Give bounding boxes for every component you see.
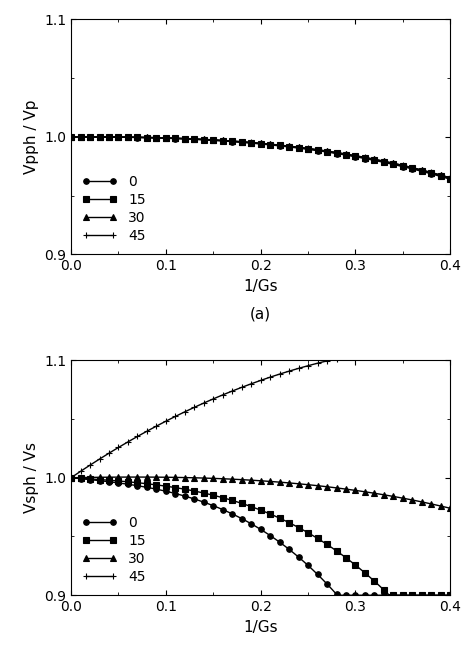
Line: 45: 45 <box>68 340 454 481</box>
0 <box>338 591 344 599</box>
0 <box>348 152 354 160</box>
15 <box>310 146 316 153</box>
15 <box>68 474 74 481</box>
45 <box>87 133 93 141</box>
0 <box>68 133 74 141</box>
15 <box>414 591 420 599</box>
15 <box>282 142 287 150</box>
15 <box>353 152 358 160</box>
Line: 30: 30 <box>68 474 453 511</box>
15 <box>400 162 406 170</box>
Y-axis label: Vsph / Vs: Vsph / Vs <box>24 442 38 513</box>
X-axis label: 1/Gs: 1/Gs <box>243 620 278 635</box>
0 <box>305 562 311 569</box>
0 <box>414 591 420 599</box>
45 <box>277 370 283 378</box>
0 <box>277 538 283 546</box>
30 <box>447 174 453 182</box>
30 <box>310 146 316 153</box>
45 <box>447 340 453 347</box>
Legend: 0, 15, 30, 45: 0, 15, 30, 45 <box>78 171 150 248</box>
0 <box>381 591 387 599</box>
0 <box>305 146 311 153</box>
30 <box>68 474 74 481</box>
30 <box>414 165 420 173</box>
Legend: 0, 15, 30, 45: 0, 15, 30, 45 <box>78 512 150 588</box>
30 <box>353 152 358 160</box>
0 <box>395 162 401 170</box>
45 <box>305 362 311 369</box>
30 <box>282 142 287 149</box>
30 <box>381 157 387 165</box>
45 <box>310 145 316 153</box>
45 <box>414 165 420 173</box>
45 <box>68 133 74 141</box>
30 <box>447 505 453 512</box>
15 <box>414 166 420 173</box>
Line: 15: 15 <box>68 134 453 181</box>
30 <box>381 491 387 499</box>
15 <box>400 591 406 599</box>
45 <box>400 162 406 170</box>
15 <box>277 514 283 522</box>
30 <box>310 481 316 489</box>
0 <box>447 175 453 183</box>
15 <box>447 175 453 182</box>
15 <box>381 158 387 166</box>
45 <box>395 344 401 352</box>
30 <box>135 473 140 481</box>
15 <box>305 529 311 537</box>
0 <box>68 474 74 481</box>
30 <box>353 487 358 494</box>
45 <box>353 152 358 160</box>
45 <box>410 342 415 350</box>
30 <box>414 497 420 505</box>
15 <box>348 558 354 565</box>
15 <box>78 133 83 141</box>
15 <box>391 591 396 599</box>
0 <box>277 142 283 149</box>
15 <box>376 582 382 589</box>
45 <box>447 174 453 182</box>
15 <box>68 133 74 141</box>
30 <box>68 133 74 141</box>
0 <box>353 591 358 599</box>
Y-axis label: Vpph / Vp: Vpph / Vp <box>24 100 38 174</box>
30 <box>82 133 88 141</box>
45 <box>381 157 387 165</box>
45 <box>68 474 74 481</box>
Line: 30: 30 <box>68 134 453 181</box>
0 <box>410 165 415 173</box>
45 <box>376 347 382 355</box>
Line: 0: 0 <box>68 134 453 182</box>
X-axis label: 1/Gs: 1/Gs <box>243 279 278 294</box>
45 <box>348 352 354 360</box>
30 <box>400 162 406 170</box>
0 <box>376 157 382 165</box>
45 <box>282 142 287 149</box>
15 <box>447 591 453 599</box>
Line: 45: 45 <box>68 133 454 181</box>
Line: 0: 0 <box>68 475 453 598</box>
30 <box>282 479 287 487</box>
Text: (a): (a) <box>250 306 271 321</box>
0 <box>447 591 453 599</box>
Line: 15: 15 <box>68 475 453 598</box>
0 <box>400 591 406 599</box>
30 <box>400 494 406 502</box>
